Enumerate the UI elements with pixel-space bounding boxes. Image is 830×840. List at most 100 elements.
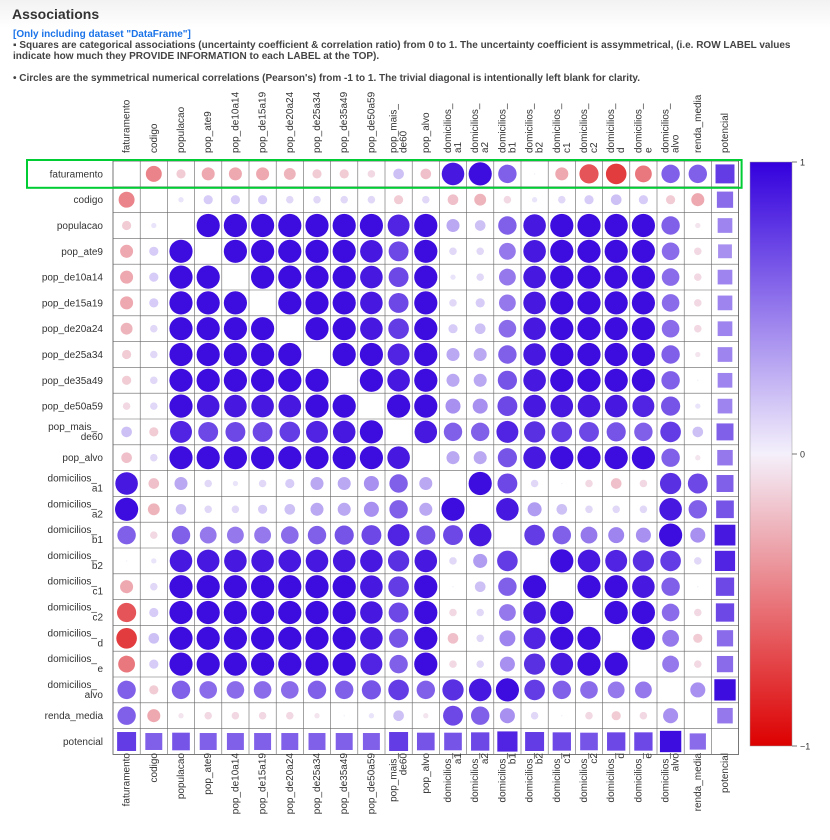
column-label-top: pop_de50a59: [366, 91, 377, 153]
association-square: [254, 733, 272, 750]
correlation-circle: [171, 680, 191, 700]
correlation-circle: [608, 527, 625, 544]
correlation-circle: [118, 655, 136, 673]
association-square: [444, 732, 462, 751]
correlation-circle: [254, 526, 272, 544]
correlation-circle: [117, 525, 136, 545]
column-label-bottom: faturamento: [122, 753, 133, 807]
association-square: [689, 733, 706, 750]
correlation-circle: [414, 600, 438, 625]
correlation-circle: [223, 342, 247, 367]
row-label: pop_de15a19: [42, 298, 104, 309]
correlation-circle: [389, 654, 408, 674]
correlation-circle: [223, 626, 247, 650]
page-title: Associations: [12, 6, 100, 22]
correlation-circle: [550, 213, 574, 238]
circles-note: • Circles are the symmetrical numerical …: [13, 73, 640, 84]
correlation-circle: [497, 473, 518, 494]
correlation-circle: [116, 627, 137, 649]
correlation-circle: [170, 420, 192, 443]
correlation-circle: [360, 291, 383, 315]
correlation-circle: [577, 317, 601, 341]
correlation-circle: [278, 600, 302, 625]
correlation-circle: [305, 394, 329, 418]
correlation-circle: [550, 626, 574, 650]
correlation-circle: [231, 505, 240, 514]
correlation-circle: [201, 167, 215, 181]
correlation-circle: [360, 601, 383, 624]
association-square: [714, 679, 736, 701]
correlation-circle: [149, 607, 159, 618]
correlation-circle: [121, 349, 132, 360]
row-label: codigo: [74, 195, 104, 206]
correlation-circle: [122, 402, 131, 410]
correlation-circle: [523, 575, 547, 599]
column-label-bottom: domicilios_c2: [579, 753, 600, 803]
correlation-circle: [497, 370, 517, 390]
correlation-circle: [230, 195, 241, 205]
correlation-circle: [343, 714, 346, 717]
column-label-top: pop_de10a14: [230, 91, 241, 153]
correlation-circle: [661, 603, 680, 622]
column-label-top: codigo: [149, 123, 160, 153]
correlation-circle: [556, 503, 568, 515]
correlation-circle: [660, 421, 681, 443]
correlation-circle: [204, 505, 212, 514]
correlation-circle: [363, 501, 379, 517]
row-label: domicilios_e: [48, 654, 104, 675]
row-label: pop_alvo: [62, 453, 103, 464]
row-label: domicilios_ c2: [48, 603, 104, 624]
association-square: [497, 731, 518, 752]
correlation-circle: [661, 371, 680, 390]
correlation-circle: [550, 652, 574, 676]
correlation-circle: [387, 446, 410, 469]
correlation-circle: [474, 323, 486, 335]
correlation-circle: [694, 299, 702, 307]
correlation-circle: [117, 680, 136, 700]
correlation-circle: [251, 239, 275, 263]
correlation-circle: [387, 550, 410, 572]
correlation-circle: [332, 600, 356, 625]
correlation-circle: [223, 446, 247, 470]
correlation-circle: [414, 239, 438, 263]
correlation-circle: [420, 168, 432, 180]
correlation-circle: [473, 373, 487, 387]
correlation-circle: [169, 265, 193, 289]
correlation-circle: [577, 626, 601, 650]
correlation-circle: [496, 420, 519, 443]
correlation-circle: [604, 446, 628, 470]
correlation-circle: [251, 575, 275, 599]
correlation-circle: [524, 679, 545, 701]
correlation-circle: [475, 298, 485, 308]
colorbar-tick-label: 1: [800, 158, 805, 168]
correlation-circle: [414, 317, 438, 341]
column-label-top: domicilios_c2: [579, 103, 600, 153]
correlation-circle: [561, 482, 563, 485]
correlation-circle: [286, 195, 294, 204]
column-label-top: domicilios_c1: [552, 103, 573, 153]
correlation-circle: [441, 497, 465, 521]
association-square: [471, 732, 490, 751]
correlation-circle: [639, 711, 648, 720]
correlation-circle: [661, 216, 680, 235]
correlation-circle: [688, 500, 708, 519]
correlation-circle: [223, 213, 247, 238]
correlation-circle: [523, 446, 546, 469]
correlation-circle: [360, 265, 383, 289]
correlation-circle: [120, 270, 134, 284]
header-bar: [0, 0, 830, 28]
correlation-circle: [121, 426, 132, 438]
correlation-circle: [662, 629, 680, 647]
correlation-circle: [389, 500, 408, 519]
correlation-circle: [577, 265, 601, 289]
correlation-circle: [690, 527, 706, 543]
association-square: [716, 475, 734, 492]
association-square: [281, 733, 299, 750]
correlation-circle: [611, 711, 621, 721]
row-label: pop_mais_ de60: [48, 422, 103, 443]
correlation-circle: [150, 402, 158, 410]
correlation-circle: [388, 576, 409, 598]
correlation-circle: [332, 549, 356, 573]
association-square: [580, 732, 598, 751]
correlation-circle: [476, 660, 484, 668]
